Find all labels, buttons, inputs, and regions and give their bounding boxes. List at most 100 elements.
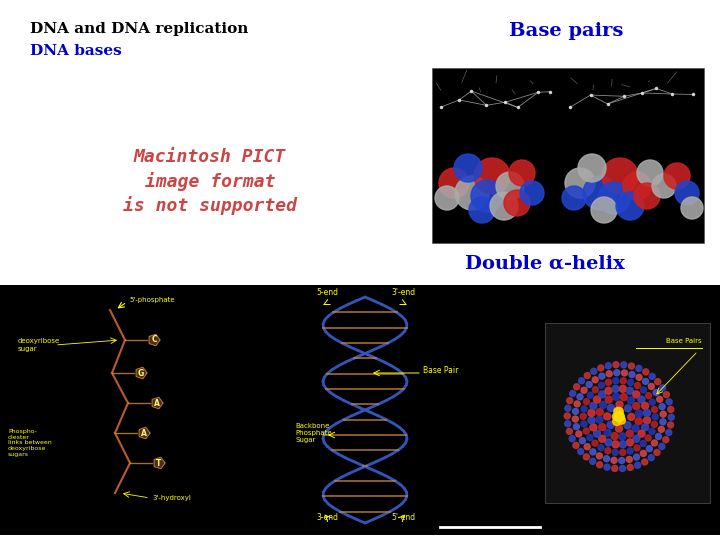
Circle shape <box>577 394 583 400</box>
Circle shape <box>634 454 639 460</box>
Circle shape <box>567 428 572 434</box>
Circle shape <box>604 413 611 420</box>
Circle shape <box>675 181 699 205</box>
Circle shape <box>624 405 631 412</box>
Text: Backbone
Phosphate
Sugar: Backbone Phosphate Sugar <box>295 423 332 443</box>
Circle shape <box>620 449 626 455</box>
Circle shape <box>612 386 619 393</box>
Circle shape <box>606 363 611 369</box>
Circle shape <box>621 362 626 368</box>
Circle shape <box>621 394 627 401</box>
Circle shape <box>618 416 626 424</box>
Circle shape <box>616 192 644 220</box>
Circle shape <box>619 441 626 448</box>
Circle shape <box>592 440 598 446</box>
Circle shape <box>626 456 632 462</box>
Circle shape <box>581 421 587 427</box>
Text: 3-end: 3-end <box>316 513 338 522</box>
Circle shape <box>576 431 582 437</box>
Circle shape <box>640 450 647 456</box>
Circle shape <box>636 374 642 380</box>
Circle shape <box>599 435 606 442</box>
Circle shape <box>660 385 665 391</box>
Circle shape <box>633 403 640 410</box>
Circle shape <box>649 373 655 379</box>
Text: 5-end: 5-end <box>316 288 338 297</box>
Circle shape <box>645 435 651 441</box>
Circle shape <box>618 457 625 463</box>
Text: 3'-hydroxyl: 3'-hydroxyl <box>152 495 191 501</box>
Circle shape <box>490 192 518 220</box>
Circle shape <box>652 407 657 413</box>
Circle shape <box>570 390 576 396</box>
Circle shape <box>588 392 593 398</box>
Circle shape <box>584 444 590 450</box>
Circle shape <box>613 378 618 384</box>
Circle shape <box>587 435 593 441</box>
Circle shape <box>611 457 617 463</box>
Circle shape <box>641 387 647 393</box>
Text: DNA bases: DNA bases <box>30 44 122 58</box>
Circle shape <box>636 366 642 372</box>
Circle shape <box>616 408 624 415</box>
Text: Base Pairs: Base Pairs <box>667 338 702 344</box>
Circle shape <box>593 396 600 403</box>
Circle shape <box>604 464 610 470</box>
Circle shape <box>646 393 652 399</box>
Circle shape <box>588 409 595 416</box>
Circle shape <box>653 389 659 395</box>
Circle shape <box>681 197 703 219</box>
Circle shape <box>583 176 617 210</box>
Circle shape <box>474 158 510 194</box>
Circle shape <box>613 417 621 426</box>
Circle shape <box>647 446 652 451</box>
Text: Base Pair: Base Pair <box>423 366 459 375</box>
Circle shape <box>660 419 666 425</box>
Text: T: T <box>156 458 162 468</box>
Circle shape <box>633 435 640 442</box>
Circle shape <box>435 186 459 210</box>
Circle shape <box>599 423 606 430</box>
Circle shape <box>626 387 634 394</box>
Circle shape <box>598 182 630 214</box>
Circle shape <box>583 428 589 434</box>
Circle shape <box>520 181 544 205</box>
Circle shape <box>638 430 645 437</box>
Text: image format: image format <box>145 172 275 191</box>
Circle shape <box>627 464 633 470</box>
Circle shape <box>612 465 618 471</box>
Circle shape <box>657 396 662 402</box>
Circle shape <box>590 402 597 409</box>
Circle shape <box>504 190 530 216</box>
Circle shape <box>621 378 626 384</box>
Circle shape <box>565 168 595 198</box>
Circle shape <box>564 421 571 427</box>
Circle shape <box>591 368 597 374</box>
Circle shape <box>496 172 524 200</box>
Circle shape <box>581 387 587 393</box>
Circle shape <box>632 425 639 432</box>
Circle shape <box>668 414 674 420</box>
Text: A: A <box>154 399 160 408</box>
Circle shape <box>471 180 503 212</box>
Circle shape <box>614 370 620 376</box>
Circle shape <box>593 387 598 393</box>
Circle shape <box>611 433 618 440</box>
Circle shape <box>574 401 580 407</box>
Circle shape <box>590 424 597 431</box>
Circle shape <box>592 377 598 383</box>
Text: 5'-end: 5'-end <box>391 513 415 522</box>
Circle shape <box>564 413 570 419</box>
Circle shape <box>455 176 489 210</box>
Circle shape <box>652 174 676 198</box>
Circle shape <box>629 372 635 377</box>
Circle shape <box>640 441 646 447</box>
Circle shape <box>652 440 657 446</box>
Circle shape <box>623 172 651 200</box>
Circle shape <box>579 378 585 384</box>
Circle shape <box>599 391 606 398</box>
Circle shape <box>637 160 663 186</box>
Text: 3'-end: 3'-end <box>391 288 415 297</box>
Circle shape <box>659 443 665 449</box>
Circle shape <box>664 163 690 189</box>
